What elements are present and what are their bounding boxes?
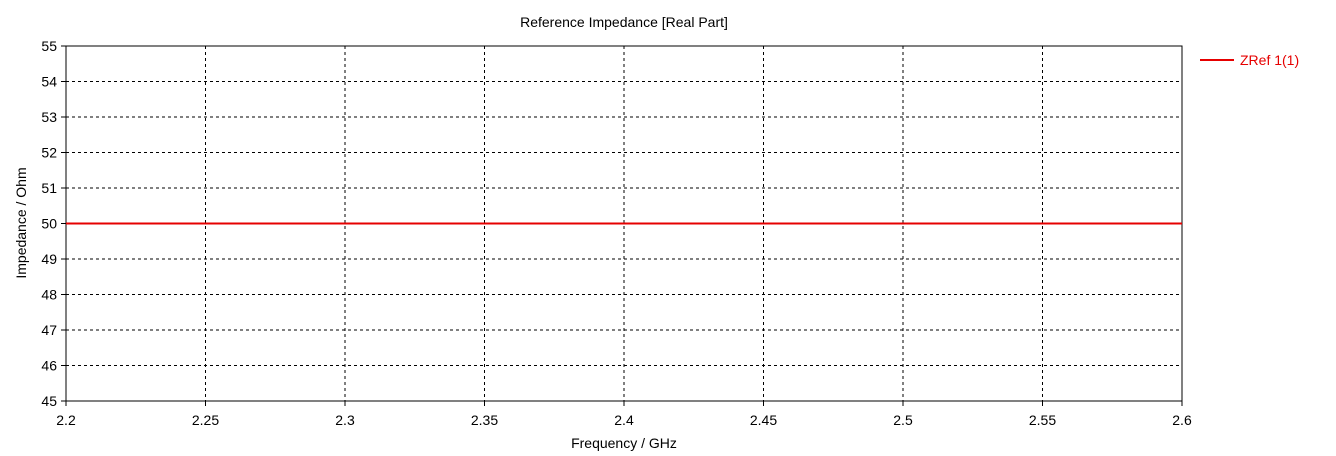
y-tick-label: 45 — [41, 393, 57, 409]
y-axis-title: Impedance / Ohm — [13, 167, 29, 278]
x-tick-label: 2.25 — [192, 412, 219, 428]
y-tick-label: 53 — [41, 109, 57, 125]
x-tick-label: 2.4 — [614, 412, 634, 428]
x-tick-label: 2.45 — [750, 412, 777, 428]
y-tick-label: 52 — [41, 145, 57, 161]
y-tick-label: 47 — [41, 322, 57, 338]
y-tick-label: 55 — [41, 38, 57, 54]
y-tick-label: 48 — [41, 287, 57, 303]
x-tick-label: 2.5 — [893, 412, 913, 428]
x-tick-label: 2.3 — [335, 412, 355, 428]
x-tick-label: 2.55 — [1029, 412, 1056, 428]
y-tick-label: 50 — [41, 216, 57, 232]
y-tick-label: 49 — [41, 251, 57, 267]
legend-label: ZRef 1(1) — [1240, 52, 1299, 68]
legend: ZRef 1(1) — [1200, 52, 1299, 68]
axis-ticks: 2.2 2.25 2.3 2.35 2.4 2.45 2.5 2.55 2.6 45 46 47 48 4… — [41, 38, 1192, 428]
y-tick-label: 51 — [41, 180, 57, 196]
y-tick-label: 46 — [41, 358, 57, 374]
y-tick-label: 54 — [41, 74, 57, 90]
chart-title: Reference Impedance [Real Part] — [520, 14, 728, 30]
grid-lines — [66, 46, 1182, 401]
x-tick-label: 2.2 — [56, 412, 76, 428]
x-axis-title: Frequency / GHz — [571, 435, 677, 451]
x-tick-label: 2.6 — [1172, 412, 1192, 428]
x-tick-label: 2.35 — [471, 412, 498, 428]
